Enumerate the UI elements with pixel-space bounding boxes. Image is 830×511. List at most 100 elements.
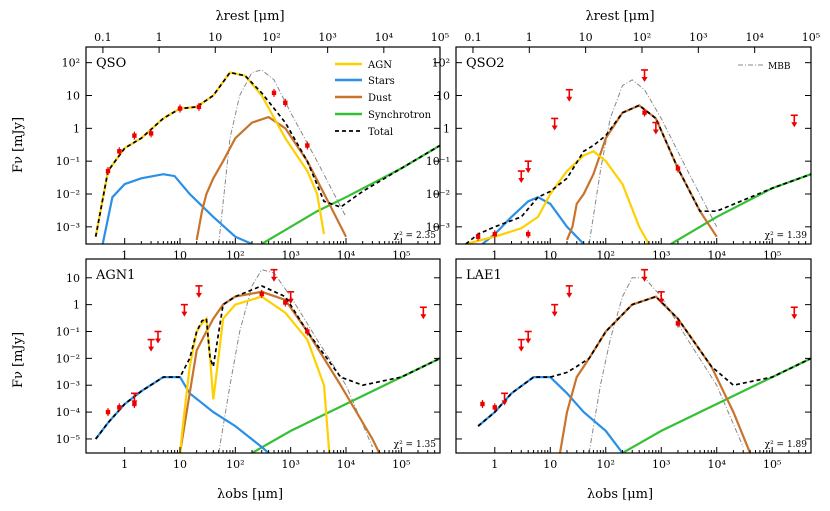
x-tick-label: 10² (597, 249, 615, 262)
detection-point (132, 133, 137, 138)
panel-qso2: 1 10 10² 10³ 10⁴ 10⁵ 0.1 1 10 10² 10³ 10⁴ 10⁵ 10⁻³ 10⁻… (426, 31, 820, 262)
y-tick-label: 10⁻³ (56, 379, 80, 392)
top-tick-label: 10⁵ (431, 31, 449, 44)
x-tick-label: 10⁵ (392, 249, 410, 262)
chi2-label: χ² = 2.35 (394, 231, 437, 241)
left-axis-label-bottom: Fν [mJy] (11, 332, 26, 388)
detection-point (675, 321, 681, 326)
detection-point (196, 104, 202, 110)
y-tick-label: 10² (432, 57, 450, 70)
panel-title: QSO2 (466, 56, 505, 71)
top-tick-label: 10⁵ (802, 31, 820, 44)
y-tick-label: 10⁻² (426, 188, 450, 201)
series-mbb-qso2 (588, 79, 718, 244)
top-tick-label: 0.1 (94, 31, 112, 44)
chi2-label: χ² = 1.35 (394, 440, 437, 450)
upper-limit-arrow (271, 276, 278, 282)
upper-limit-arrow (791, 122, 798, 128)
series-total-qso (94, 71, 440, 237)
series-synchrotron-qso (261, 144, 440, 244)
upper-limit-arrow (641, 76, 648, 82)
x-tick-label: 10³ (652, 458, 670, 471)
legend-label-mbb: MBB (768, 62, 791, 72)
y-tick-label: 10⁻² (56, 188, 80, 201)
x-tick-label: 10³ (281, 249, 299, 262)
legend-mbb: MBB (738, 62, 791, 72)
x-tick-label: 10² (226, 249, 244, 262)
detection-point (283, 300, 288, 305)
x-tick-label: 10⁵ (763, 249, 781, 262)
detection-point (525, 231, 531, 237)
upper-limit-arrow (287, 298, 294, 304)
upper-limit-arrow (181, 311, 188, 317)
upper-limit-arrow (791, 314, 798, 320)
y-tick-label: 10 (66, 89, 80, 102)
upper-limit-arrow (148, 346, 155, 352)
x-tick-label: 1 (121, 249, 128, 262)
top-axis-label-left: λrest [μm] (215, 9, 284, 24)
upper-limit-arrow (420, 314, 427, 320)
x-tick-label: 1 (491, 458, 498, 471)
series-total-qso2 (465, 104, 811, 244)
top-tick-label: 10 (208, 31, 222, 44)
bottom-axis-label-left: λobs [μm] (217, 487, 283, 502)
x-tick-label: 10⁵ (763, 458, 781, 471)
x-tick-label: 10⁴ (337, 249, 356, 262)
x-tick-label: 10² (597, 458, 615, 471)
upper-limit-arrow (525, 168, 532, 174)
detection-point (492, 231, 497, 237)
panel-frame (455, 258, 812, 454)
x-tick-label: 10⁴ (337, 458, 356, 471)
y-tick-label: 10⁻¹ (426, 155, 450, 168)
y-tick-label: 10⁻² (56, 352, 80, 365)
series-agn-qso2 (465, 150, 650, 244)
top-tick-label: 10² (262, 31, 280, 44)
panel-agn1: 1 10 10² 10³ 10⁴ 10⁵ 10⁻⁵ 10⁻⁴ 10⁻³ 10⁻² 10⁻¹ 1 10 AG… (56, 258, 441, 471)
y-tick-label: 10⁻¹ (56, 326, 80, 339)
detection-point (177, 106, 183, 111)
panel-title: AGN1 (95, 268, 135, 283)
panel-lae1: 1 10 10² 10³ 10⁴ 10⁵ LAE1 χ² = 1.89 (455, 258, 812, 471)
x-tick-label: 1 (491, 249, 498, 262)
y-tick-label: 10⁻³ (426, 221, 450, 234)
upper-limit-arrow (501, 400, 508, 406)
top-tick-label: 10³ (689, 31, 707, 44)
y-tick-label: 1 (73, 299, 80, 312)
legend-label-total: Total (368, 127, 393, 138)
x-tick-label: 10⁴ (708, 458, 727, 471)
legend: AGN Stars Dust Synchrotron Total (335, 60, 432, 138)
x-tick-label: 10³ (281, 458, 299, 471)
series-mbb-agn1 (218, 269, 373, 453)
series-synchrotron-lae1 (621, 357, 811, 453)
legend-label-stars: Stars (368, 76, 395, 87)
detection-point (675, 166, 681, 171)
y-tick-label: 10 (436, 89, 450, 102)
top-tick-label: 1 (526, 31, 533, 44)
panel-frame (85, 258, 441, 454)
series-dust-qso2 (565, 104, 718, 241)
panel-frame (455, 46, 812, 245)
series-stars-qso2 (481, 195, 585, 244)
series-agn-agn1 (178, 295, 331, 453)
series-stars-qso (101, 173, 253, 244)
x-tick-label: 10 (173, 458, 187, 471)
top-tick-label: 10⁴ (375, 31, 394, 44)
top-tick-label: 10⁴ (745, 31, 764, 44)
legend-label-agn: AGN (367, 60, 392, 71)
chi2-label: χ² = 1.39 (765, 231, 808, 241)
upper-limit-arrow (566, 292, 573, 298)
upper-limit-arrow (641, 276, 648, 282)
upper-limit-arrow (551, 125, 558, 131)
chi2-label: χ² = 1.89 (765, 440, 808, 450)
detection-point (117, 149, 122, 154)
bottom-axis-label-right: λobs [μm] (587, 487, 653, 502)
x-tick-label: 10 (543, 458, 557, 471)
x-tick-label: 1 (121, 458, 128, 471)
legend-label-synchrotron: Synchrotron (368, 110, 432, 121)
x-tick-label: 10³ (652, 249, 670, 262)
y-tick-label: 10⁻¹ (56, 155, 80, 168)
series-synchrotron-agn1 (251, 357, 440, 453)
upper-limit-arrow (658, 298, 665, 304)
x-tick-label: 10² (226, 458, 244, 471)
